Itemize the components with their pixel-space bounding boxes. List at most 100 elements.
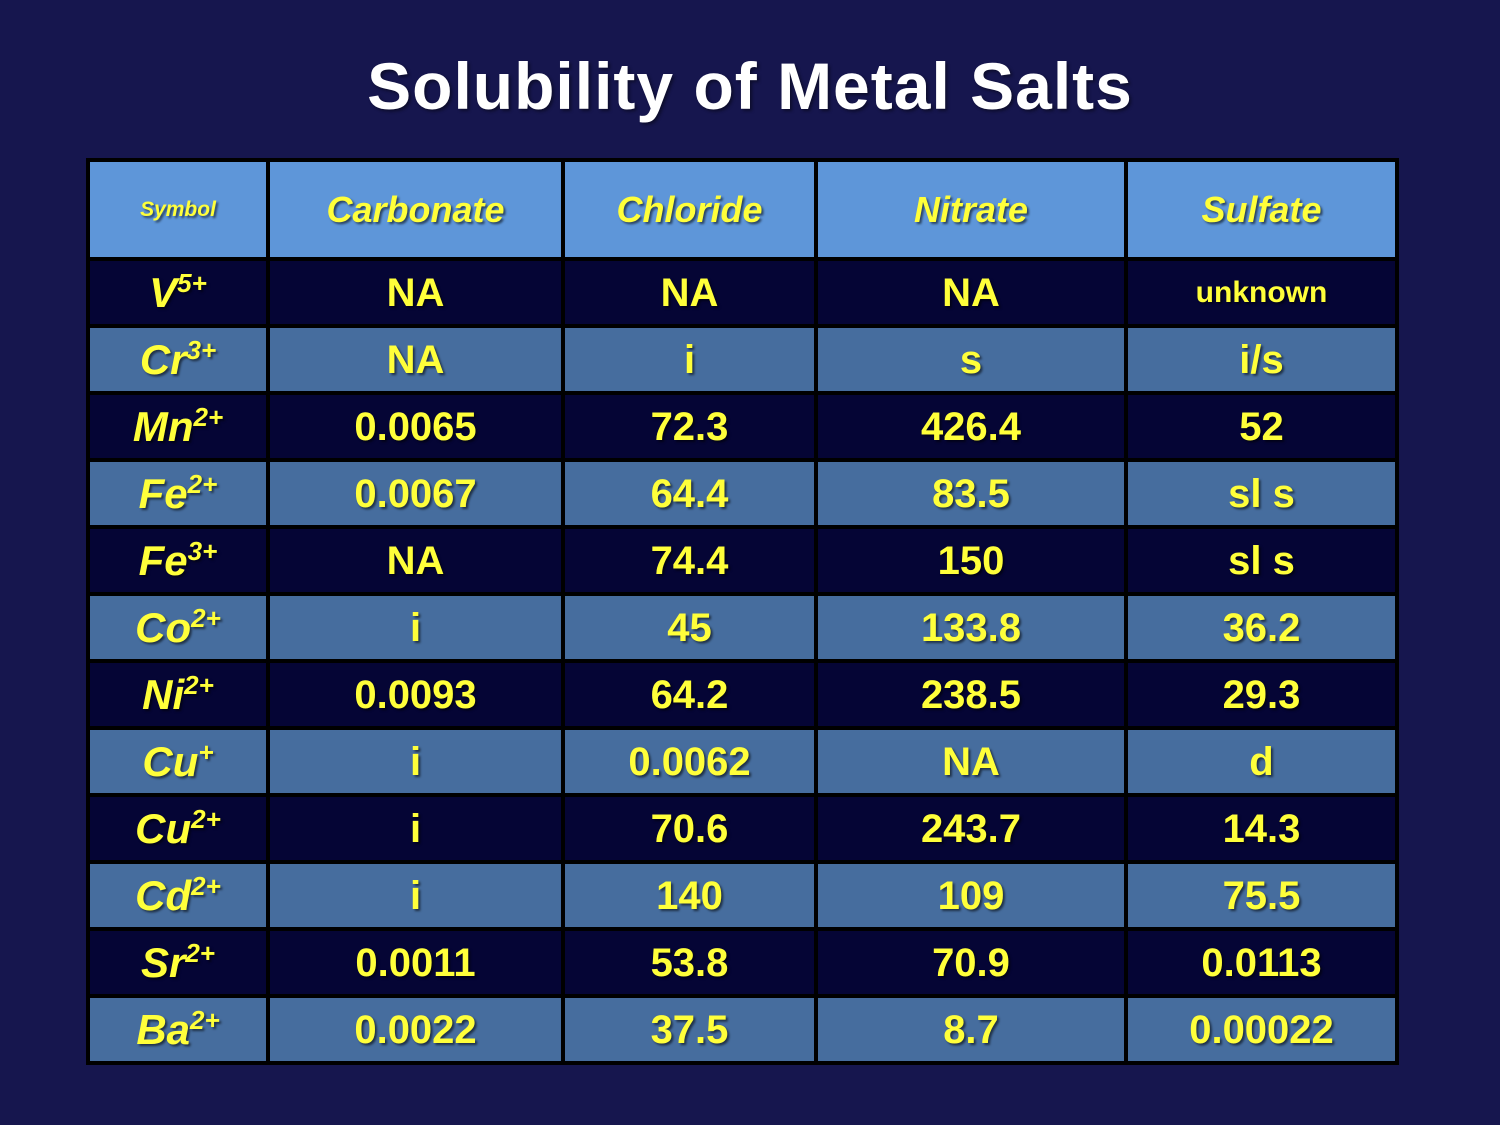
- value-cell: 133.8: [814, 592, 1128, 663]
- table-row: V5+ NA NA NA unknown: [86, 257, 1399, 328]
- value-cell: sl s: [1124, 458, 1399, 529]
- ion-symbol-cell: Co2+: [86, 592, 270, 663]
- value-cell: 0.0011: [266, 927, 565, 998]
- value-cell: i: [266, 726, 565, 797]
- value-cell: i/s: [1124, 324, 1399, 395]
- table-row: Cr3+ NA i s i/s: [86, 324, 1399, 395]
- value-cell: 37.5: [561, 994, 818, 1065]
- value-cell: 0.0093: [266, 659, 565, 730]
- ion-symbol-base: Cd: [135, 871, 192, 919]
- page-title: Solubility of Metal Salts: [367, 49, 1133, 123]
- value-cell: 0.0067: [266, 458, 565, 529]
- column-header-chloride: Chloride: [561, 158, 818, 261]
- ion-symbol-base: Cr: [139, 335, 187, 383]
- table-body: V5+ NA NA NA unknown Cr3+ NA i s i/s Mn2+ 0.0065 72.…: [86, 257, 1399, 1065]
- ion-symbol-cell: V5+: [86, 257, 270, 328]
- value-cell: 0.0062: [561, 726, 818, 797]
- value-cell: 72.3: [561, 391, 818, 462]
- value-cell: 238.5: [814, 659, 1128, 730]
- ion-symbol-cell: Cu2+: [86, 793, 270, 864]
- value-cell: NA: [266, 257, 565, 328]
- value-cell: 0.00022: [1124, 994, 1399, 1065]
- value-cell: 29.3: [1124, 659, 1399, 730]
- value-cell: 0.0065: [266, 391, 565, 462]
- table-row: Ni2+ 0.0093 64.2 238.5 29.3: [86, 659, 1399, 730]
- value-cell: NA: [266, 525, 565, 596]
- value-cell: 36.2: [1124, 592, 1399, 663]
- ion-symbol-cell: Cu+: [86, 726, 270, 797]
- ion-symbol-cell: Cd2+: [86, 860, 270, 931]
- value-cell: 109: [814, 860, 1128, 931]
- ion-symbol-base: Ba: [136, 1005, 191, 1053]
- ion-charge-superscript: 2+: [191, 803, 221, 834]
- ion-symbol-base: Fe: [138, 469, 188, 517]
- column-header-carbonate: Carbonate: [266, 158, 565, 261]
- ion-charge-superscript: 2+: [184, 669, 214, 700]
- value-cell: s: [814, 324, 1128, 395]
- ion-charge-superscript: 2+: [193, 401, 224, 432]
- column-header-symbol: Symbol: [86, 158, 270, 261]
- value-cell: i: [561, 324, 818, 395]
- ion-symbol-cell: Fe3+: [86, 525, 270, 596]
- ion-symbol-cell: Fe2+: [86, 458, 270, 529]
- ion-symbol-base: Mn: [132, 402, 194, 450]
- value-cell: NA: [814, 257, 1128, 328]
- value-cell: 64.2: [561, 659, 818, 730]
- value-cell: 45: [561, 592, 818, 663]
- ion-charge-superscript: 2+: [190, 1004, 220, 1035]
- ion-symbol-base: Fe: [138, 536, 188, 584]
- value-cell: i: [266, 793, 565, 864]
- ion-symbol-cell: Sr2+: [86, 927, 270, 998]
- ion-charge-superscript: 2+: [191, 870, 221, 901]
- solubility-table: Symbol Carbonate Chloride Nitrate Sulfat…: [86, 158, 1399, 1065]
- table-row: Fe3+ NA 74.4 150 sl s: [86, 525, 1399, 596]
- value-cell: 150: [814, 525, 1128, 596]
- value-cell: NA: [561, 257, 818, 328]
- header-row: Symbol Carbonate Chloride Nitrate Sulfat…: [86, 158, 1399, 261]
- ion-symbol-base: Sr: [140, 938, 186, 986]
- ion-symbol-cell: Ni2+: [86, 659, 270, 730]
- ion-charge-superscript: 2+: [185, 937, 215, 968]
- value-cell: i: [266, 860, 565, 931]
- value-cell: 53.8: [561, 927, 818, 998]
- value-cell: 140: [561, 860, 818, 931]
- value-cell: unknown: [1124, 257, 1399, 328]
- value-cell: 83.5: [814, 458, 1128, 529]
- table-row: Ba2+ 0.0022 37.5 8.7 0.00022: [86, 994, 1399, 1065]
- value-cell: 8.7: [814, 994, 1128, 1065]
- table-row: Cd2+ i 140 109 75.5: [86, 860, 1399, 931]
- value-cell: NA: [814, 726, 1128, 797]
- value-cell: 426.4: [814, 391, 1128, 462]
- ion-charge-superscript: 2+: [187, 468, 218, 499]
- value-cell: 70.9: [814, 927, 1128, 998]
- value-cell: 243.7: [814, 793, 1128, 864]
- table-row: Sr2+ 0.0011 53.8 70.9 0.0113: [86, 927, 1399, 998]
- ion-charge-superscript: 5+: [177, 267, 207, 298]
- ion-symbol-base: Co: [135, 603, 192, 651]
- table-row: Cu2+ i 70.6 243.7 14.3: [86, 793, 1399, 864]
- ion-symbol-base: V: [149, 268, 178, 316]
- value-cell: 0.0113: [1124, 927, 1399, 998]
- table-row: Cu+ i 0.0062 NA d: [86, 726, 1399, 797]
- ion-symbol-base: Ni: [142, 670, 185, 718]
- value-cell: 0.0022: [266, 994, 565, 1065]
- ion-symbol-cell: Cr3+: [86, 324, 270, 395]
- ion-symbol-cell: Mn2+: [86, 391, 270, 462]
- value-cell: 14.3: [1124, 793, 1399, 864]
- column-header-nitrate: Nitrate: [814, 158, 1128, 261]
- value-cell: 52: [1124, 391, 1399, 462]
- table-row: Co2+ i 45 133.8 36.2: [86, 592, 1399, 663]
- value-cell: 64.4: [561, 458, 818, 529]
- table-row: Fe2+ 0.0067 64.4 83.5 sl s: [86, 458, 1399, 529]
- value-cell: sl s: [1124, 525, 1399, 596]
- value-cell: d: [1124, 726, 1399, 797]
- ion-charge-superscript: 3+: [187, 535, 218, 566]
- value-cell: i: [266, 592, 565, 663]
- value-cell: NA: [266, 324, 565, 395]
- ion-charge-superscript: +: [198, 736, 214, 767]
- column-header-sulfate: Sulfate: [1124, 158, 1399, 261]
- ion-charge-superscript: 2+: [191, 602, 221, 633]
- ion-symbol-base: Cu: [135, 804, 192, 852]
- table-row: Mn2+ 0.0065 72.3 426.4 52: [86, 391, 1399, 462]
